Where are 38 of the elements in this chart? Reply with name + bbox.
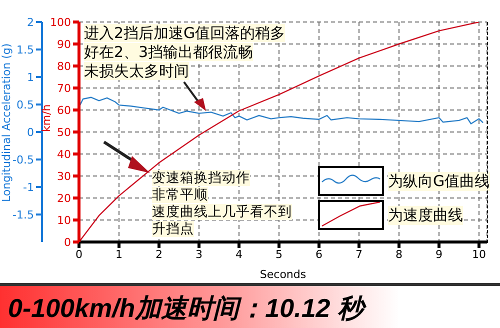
y-tick-label: 0 <box>64 236 71 249</box>
y2-axis-title: Longitudinal Acceleration (g) <box>0 43 13 202</box>
y-tick-label: 30 <box>57 170 71 183</box>
x-tick-label: 10 <box>472 248 486 261</box>
x-tick-label: 6 <box>316 248 322 261</box>
x-tick-label: 1 <box>116 248 122 261</box>
x-tick-label: 7 <box>356 248 362 261</box>
x-tick-label: 0 <box>76 248 82 261</box>
y2-tick-label: 1.5 <box>16 43 34 56</box>
y-tick-label: 60 <box>57 104 71 117</box>
y2-tick-label: 0 <box>27 126 34 139</box>
y-tick-label: 50 <box>57 126 71 139</box>
y2-tick-label: 2 <box>27 16 34 29</box>
y-tick-label: 10 <box>57 214 71 227</box>
y-tick-label: 90 <box>57 38 71 51</box>
y2-tick-label: -1 <box>23 180 34 194</box>
x-axis-title: Seconds <box>260 268 306 281</box>
y-tick-label: 20 <box>57 192 71 205</box>
y-axis-title: km/h <box>40 104 53 132</box>
y-tick-label: 40 <box>57 148 71 161</box>
y-tick-label: 80 <box>57 60 71 73</box>
y2-tick-label: -0.5 <box>12 153 34 166</box>
y2-tick-label: 0.5 <box>16 98 34 112</box>
y2-tick-label: -1.5 <box>12 208 34 222</box>
annotation: 变速箱换挡动作非常平顺速度曲线上几乎看不到升挡点 <box>152 170 292 237</box>
y-tick-label: 100 <box>50 16 71 29</box>
x-tick-label: 9 <box>436 248 442 261</box>
x-tick-label: 2 <box>156 248 162 261</box>
annotation: 进入2挡后加速G值回落的稍多好在2、3挡输出都很流畅未损失太多时间 <box>84 24 286 80</box>
y-tick-label: 70 <box>57 82 71 95</box>
y2-tick-label: 1 <box>27 70 34 84</box>
legend-label: 为速度曲线 <box>388 206 463 224</box>
line-series <box>79 96 484 124</box>
x-tick-label: 4 <box>236 248 242 261</box>
x-tick-label: 8 <box>396 248 402 261</box>
x-tick-label: 3 <box>196 248 202 261</box>
legend-label: 为纵向G值曲线 <box>388 172 490 190</box>
x-tick-label: 5 <box>276 248 282 261</box>
